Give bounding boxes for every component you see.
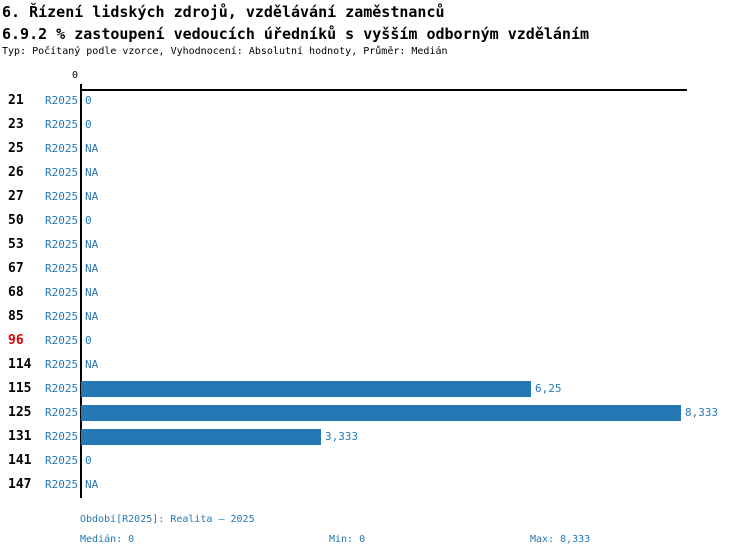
row-period-label: R2025 [45,94,79,107]
row-id: 68 [8,285,24,300]
row-period-label: R2025 [45,310,79,323]
row-period-label: R2025 [45,190,79,203]
row-id: 147 [8,477,32,492]
row-id: 23 [8,117,24,132]
row-id: 96 [8,333,24,348]
row-period-label: R2025 [45,118,79,131]
row-period-label: R2025 [45,142,79,155]
bar-value-label: 0 [85,94,92,107]
x-axis-line [80,89,687,91]
row-id: 67 [8,261,24,276]
bar-value-label: 0 [85,334,92,347]
row-id: 53 [8,237,24,252]
indicator-title: 6.9.2 % zastoupení vedoucích úředníků s … [2,25,589,43]
row-id: 21 [8,93,24,108]
bar [81,429,321,445]
row-id: 25 [8,141,24,156]
bar-value-label: NA [85,238,99,251]
bar-value-label: NA [85,166,99,179]
row-id: 27 [8,189,24,204]
x-axis-tick-label: 0 [72,70,79,81]
page-title: 6. Řízení lidských zdrojů, vzdělávání za… [2,3,445,21]
row-period-label: R2025 [45,214,79,227]
row-period-label: R2025 [45,334,79,347]
bar [81,381,531,397]
bar-value-label: 0 [85,454,92,467]
row-id: 50 [8,213,24,228]
bar-value-label: 6,25 [535,382,562,395]
bar-value-label: NA [85,478,99,491]
row-period-label: R2025 [45,382,79,395]
bar-value-label: NA [85,310,99,323]
bar-value-label: NA [85,142,99,155]
row-period-label: R2025 [45,406,79,419]
row-id: 131 [8,429,32,444]
row-id: 26 [8,165,24,180]
y-axis-line [80,84,82,498]
bar-value-label: 0 [85,214,92,227]
footer-min: Min: 0 [329,534,366,545]
row-id: 125 [8,405,32,420]
bar-value-label: 0 [85,118,92,131]
bar-value-label: 8,333 [685,406,719,419]
bar [81,405,681,421]
bar-value-label: 3,333 [325,430,359,443]
row-period-label: R2025 [45,358,79,371]
row-period-label: R2025 [45,286,79,299]
footer-period: Období[R2025]: Realita – 2025 [80,514,255,525]
chart-subtitle: Typ: Počítaný podle vzorce, Vyhodnocení:… [2,46,448,57]
row-period-label: R2025 [45,478,79,491]
row-period-label: R2025 [45,430,79,443]
bar-value-label: NA [85,358,99,371]
row-id: 115 [8,381,32,396]
row-id: 141 [8,453,32,468]
row-id: 85 [8,309,24,324]
row-id: 114 [8,357,32,372]
bar-value-label: NA [85,262,99,275]
bar-value-label: NA [85,190,99,203]
footer-max: Max: 8,333 [530,534,591,545]
row-period-label: R2025 [45,454,79,467]
bar-value-label: NA [85,286,99,299]
row-period-label: R2025 [45,262,79,275]
footer-median: Medián: 0 [80,534,135,545]
row-period-label: R2025 [45,166,79,179]
row-period-label: R2025 [45,238,79,251]
